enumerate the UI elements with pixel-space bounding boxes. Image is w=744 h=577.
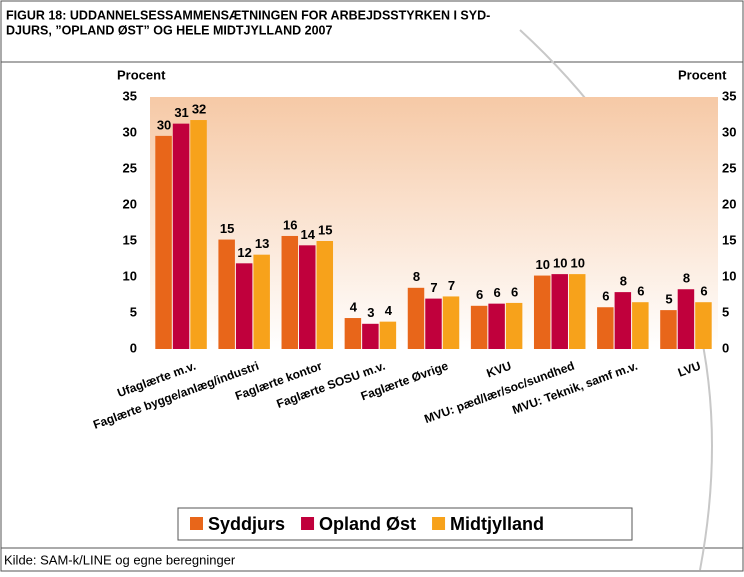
bar xyxy=(172,123,190,349)
bar xyxy=(442,296,460,349)
y-tick-label: 25 xyxy=(123,160,137,175)
legend-swatch xyxy=(301,517,315,530)
bar xyxy=(190,120,207,349)
value-label: 14 xyxy=(301,227,316,242)
value-label: 6 xyxy=(511,284,518,299)
y2-tick-label: 0 xyxy=(722,340,729,355)
legend-label: Syddjurs xyxy=(208,514,285,534)
y2-tick-label: 20 xyxy=(722,196,736,211)
value-label: 10 xyxy=(553,256,567,271)
value-label: 4 xyxy=(385,303,393,318)
bar xyxy=(632,302,649,349)
bar xyxy=(614,292,632,349)
value-label: 15 xyxy=(318,222,332,237)
legend-label: Midtjylland xyxy=(450,514,544,534)
value-label: 10 xyxy=(570,256,584,271)
y-tick-label: 20 xyxy=(123,196,137,211)
value-label: 31 xyxy=(174,105,188,120)
bar xyxy=(299,245,316,349)
bar xyxy=(155,135,172,349)
x-tick-label: LVU xyxy=(676,359,703,380)
y2-tick-label: 15 xyxy=(722,232,736,247)
bar xyxy=(597,307,614,349)
bar xyxy=(488,303,505,349)
chart-title: FIGUR 18: UDDANNELSESSAMMENSÆTNINGEN FOR… xyxy=(6,8,490,22)
y2-tick-label: 5 xyxy=(722,304,729,319)
bar xyxy=(677,289,695,349)
y-tick-label: 5 xyxy=(130,304,137,319)
bar xyxy=(470,305,488,349)
bar xyxy=(533,275,551,349)
bar xyxy=(407,287,425,349)
bar xyxy=(344,318,362,349)
y2-axis-label: Procent xyxy=(678,67,727,82)
bar xyxy=(568,274,586,349)
y2-tick-label: 10 xyxy=(722,268,736,283)
legend-swatch xyxy=(190,517,203,530)
y-tick-label: 30 xyxy=(123,124,137,139)
bar xyxy=(660,310,677,349)
bar xyxy=(505,302,523,349)
value-label: 13 xyxy=(255,236,269,251)
value-label: 7 xyxy=(430,280,437,295)
x-tick-label: Faglærte SOSU m.v. xyxy=(275,359,387,411)
value-label: 6 xyxy=(493,285,500,300)
value-label: 32 xyxy=(192,101,206,116)
value-label: 6 xyxy=(476,287,483,302)
value-label: 6 xyxy=(602,289,609,304)
bar xyxy=(218,239,235,349)
bar xyxy=(281,235,299,349)
y-axis-label: Procent xyxy=(117,67,166,82)
y2-tick-label: 25 xyxy=(722,160,736,175)
value-label: 30 xyxy=(157,117,171,132)
value-label: 4 xyxy=(350,299,358,314)
legend-swatch xyxy=(432,517,446,530)
value-label: 8 xyxy=(620,274,627,289)
value-label: 10 xyxy=(535,257,549,272)
value-label: 8 xyxy=(413,269,420,284)
y-tick-label: 0 xyxy=(130,340,137,355)
value-label: 5 xyxy=(665,292,672,307)
value-label: 3 xyxy=(367,305,374,320)
y-tick-label: 15 xyxy=(123,232,137,247)
legend-label: Opland Øst xyxy=(319,514,416,534)
bar xyxy=(235,263,253,349)
y-tick-label: 10 xyxy=(123,268,137,283)
bar xyxy=(695,302,712,349)
value-label: 12 xyxy=(237,245,251,260)
value-label: 15 xyxy=(220,221,234,236)
bar xyxy=(253,254,270,349)
value-label: 8 xyxy=(683,271,690,286)
value-label: 16 xyxy=(283,217,297,232)
legend xyxy=(177,507,633,541)
bar xyxy=(379,321,397,349)
bar xyxy=(551,274,568,349)
value-label: 6 xyxy=(637,284,644,299)
bar xyxy=(316,241,334,349)
bar xyxy=(425,298,442,349)
x-tick-label: KVU xyxy=(485,359,514,381)
value-label: 7 xyxy=(448,278,455,293)
y2-tick-label: 30 xyxy=(722,124,736,139)
y2-tick-label: 35 xyxy=(722,88,736,103)
value-label: 6 xyxy=(700,284,707,299)
chart-title: DJURS, ”OPLAND ØST” OG HELE MIDTJYLLAND … xyxy=(6,23,332,37)
source: Kilde: SAM-k/LINE og egne beregninger xyxy=(4,552,236,567)
y-tick-label: 35 xyxy=(123,88,137,103)
bar xyxy=(362,323,379,349)
